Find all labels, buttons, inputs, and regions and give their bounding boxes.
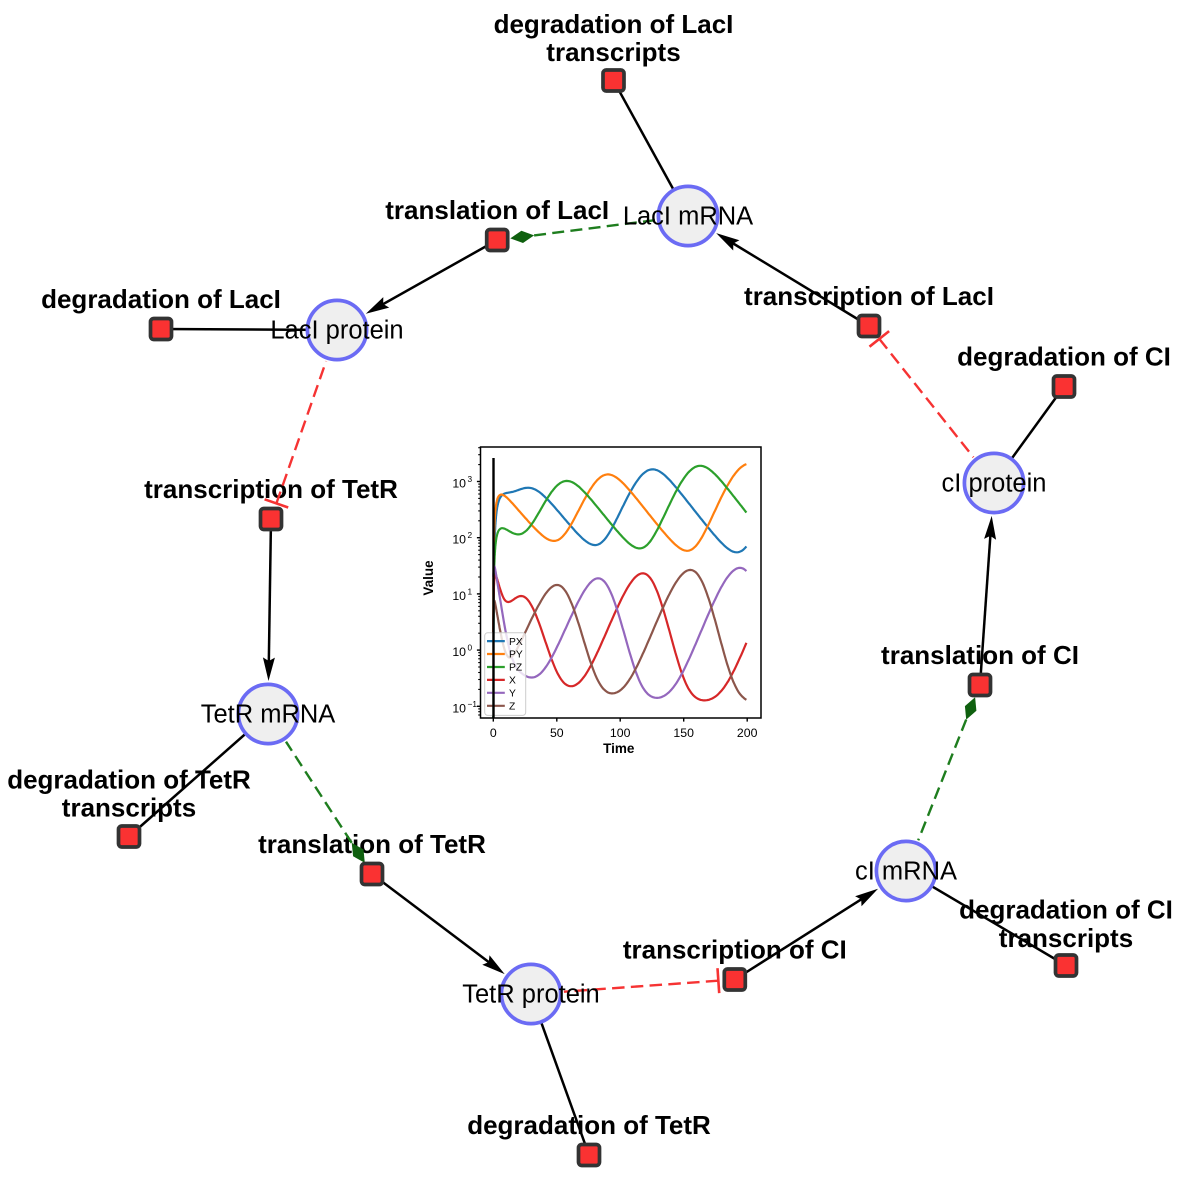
svg-text:0: 0: [468, 643, 473, 653]
svg-text:transcription of TetR: transcription of TetR: [144, 474, 398, 504]
svg-text:transcripts: transcripts: [546, 37, 680, 67]
svg-text:cI protein: cI protein: [942, 470, 1047, 498]
svg-text:transcription of LacI: transcription of LacI: [744, 281, 994, 311]
svg-text:Y: Y: [509, 689, 516, 700]
svg-text:10: 10: [452, 701, 466, 715]
svg-text:PY: PY: [509, 650, 523, 661]
svg-text:100: 100: [610, 726, 631, 740]
svg-text:degradation of CI: degradation of CI: [959, 895, 1173, 925]
svg-text:degradation of TetR: degradation of TetR: [467, 1110, 711, 1140]
svg-text:3: 3: [468, 474, 473, 484]
svg-text:1: 1: [468, 586, 473, 596]
svg-text:PZ: PZ: [509, 663, 522, 674]
svg-text:TetR mRNA: TetR mRNA: [201, 701, 336, 729]
svg-text:X: X: [509, 676, 516, 687]
svg-text:transcripts: transcripts: [62, 793, 196, 823]
svg-text:LacI protein: LacI protein: [270, 317, 403, 345]
svg-text:Z: Z: [509, 702, 515, 713]
svg-text:degradation of CI: degradation of CI: [957, 342, 1171, 372]
svg-text:PX: PX: [509, 637, 523, 648]
svg-text:200: 200: [737, 726, 758, 740]
svg-text:10: 10: [452, 533, 466, 547]
svg-text:0: 0: [490, 726, 497, 740]
svg-text:translation of TetR: translation of TetR: [258, 829, 486, 859]
svg-text:Time: Time: [603, 741, 635, 756]
svg-text:150: 150: [673, 726, 694, 740]
svg-text:transcription of CI: transcription of CI: [623, 935, 847, 965]
svg-text:10: 10: [452, 477, 466, 491]
svg-text:degradation of LacI: degradation of LacI: [41, 284, 281, 314]
svg-text:Value: Value: [421, 560, 436, 596]
svg-text:LacI mRNA: LacI mRNA: [623, 203, 753, 231]
svg-text:translation of LacI: translation of LacI: [385, 195, 609, 225]
svg-text:degradation of TetR: degradation of TetR: [7, 765, 251, 795]
svg-text:translation of CI: translation of CI: [881, 640, 1079, 670]
svg-text:degradation of LacI: degradation of LacI: [494, 9, 734, 39]
svg-text:−1: −1: [468, 699, 478, 709]
svg-text:2: 2: [468, 530, 473, 540]
svg-text:TetR protein: TetR protein: [462, 981, 600, 1009]
svg-text:cI mRNA: cI mRNA: [855, 858, 957, 886]
svg-text:50: 50: [550, 726, 564, 740]
svg-text:10: 10: [452, 589, 466, 603]
svg-text:10: 10: [452, 645, 466, 659]
